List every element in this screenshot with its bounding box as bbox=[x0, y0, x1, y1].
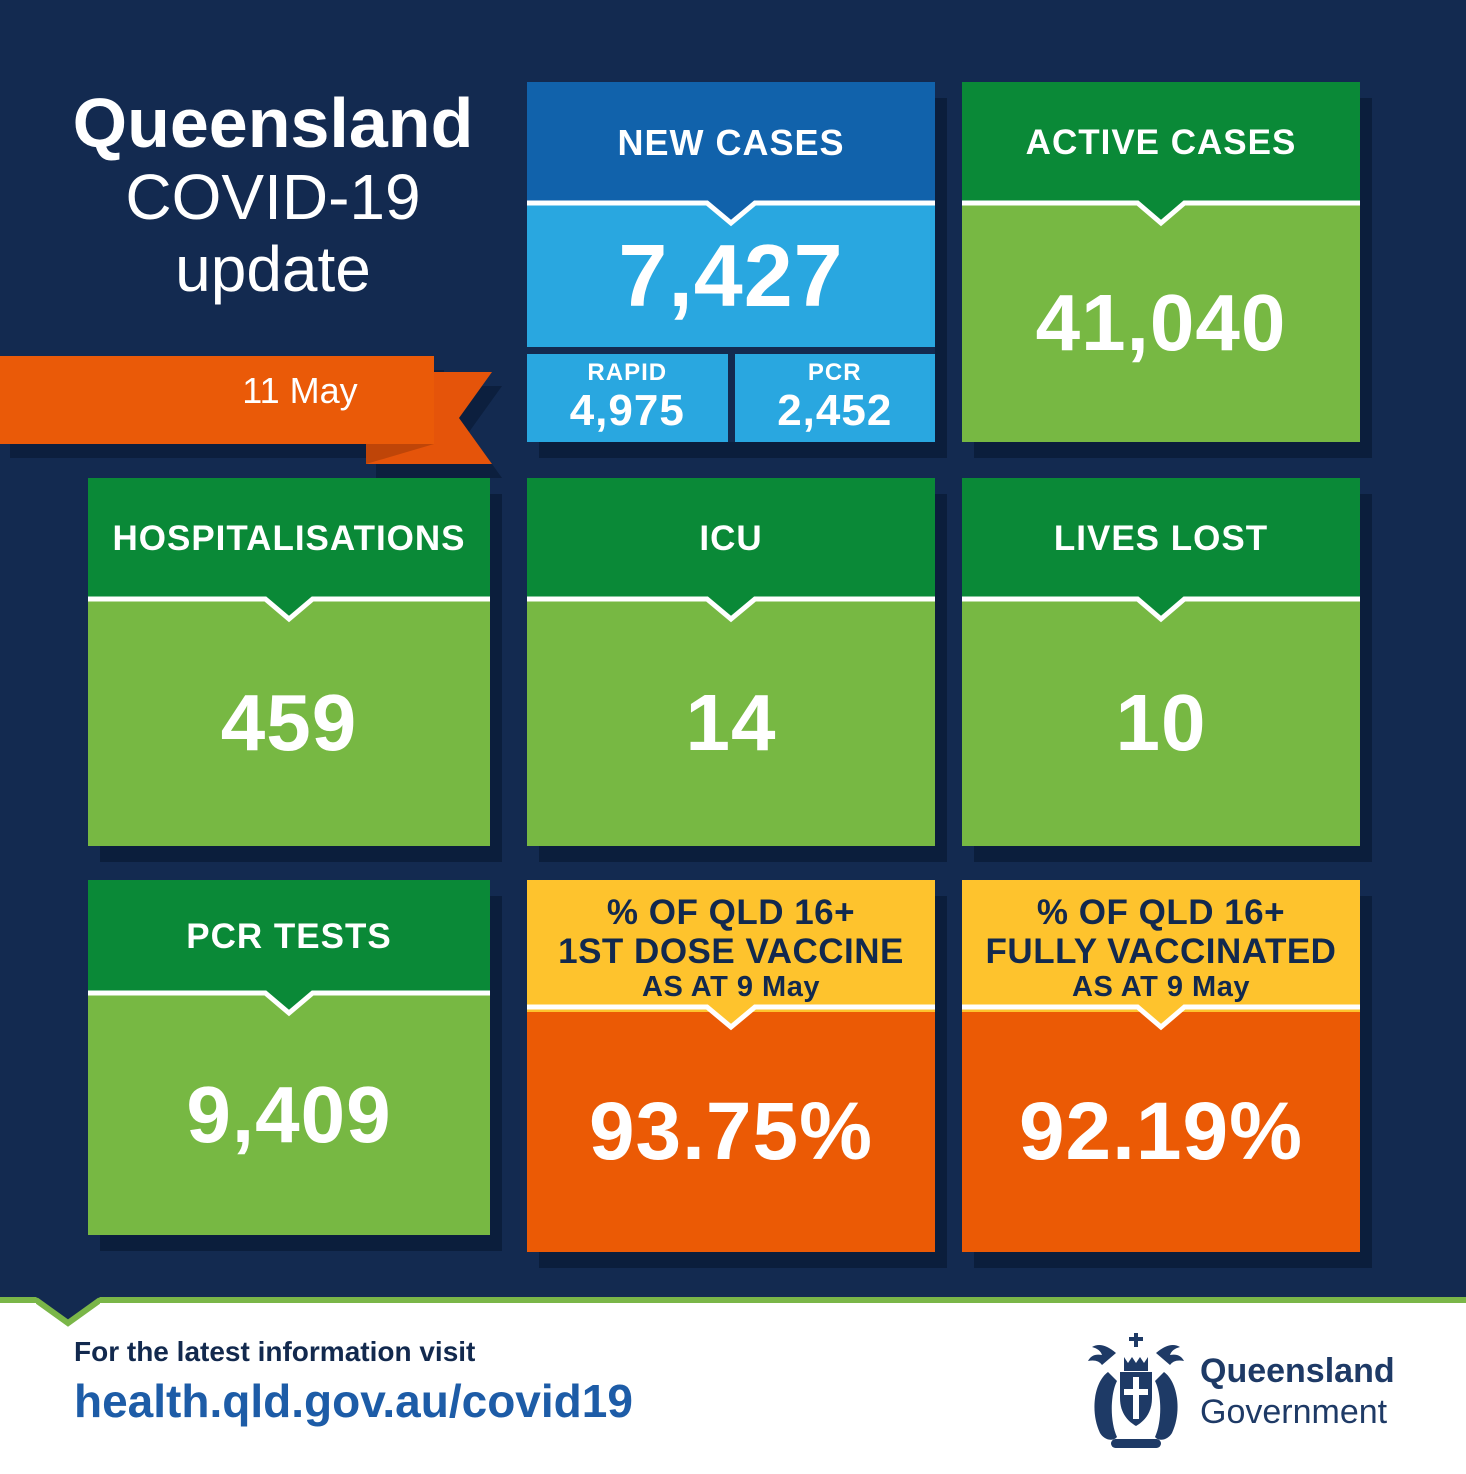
date-ribbon: 11 May bbox=[0, 348, 510, 488]
rapid-tests-box: RAPID 4,975 bbox=[527, 354, 728, 442]
new-cases-value: 7,427 bbox=[527, 204, 935, 347]
footer-notch-icon bbox=[36, 1297, 100, 1327]
fully-vaccinated-header-line1: % OF QLD 16+ bbox=[1036, 892, 1286, 932]
icu-header: ICU bbox=[527, 478, 935, 600]
card-first-dose-vaccine: % OF QLD 16+ 1ST DOSE VACCINE AS AT 9 Ma… bbox=[527, 880, 935, 1252]
page-title: Queensland COVID-19 update bbox=[38, 84, 508, 306]
divider bbox=[727, 354, 735, 442]
footer-url-link[interactable]: health.qld.gov.au/covid19 bbox=[74, 1375, 633, 1427]
fully-vaccinated-header-line3: AS AT 9 May bbox=[1072, 970, 1250, 1003]
fully-vaccinated-header: % OF QLD 16+ FULLY VACCINATED AS AT 9 Ma… bbox=[962, 880, 1360, 1012]
fully-vaccinated-value: 92.19% bbox=[962, 1012, 1360, 1252]
icu-value: 14 bbox=[527, 600, 935, 846]
card-fully-vaccinated: % OF QLD 16+ FULLY VACCINATED AS AT 9 Ma… bbox=[962, 880, 1360, 1252]
card-icu: ICU 14 bbox=[527, 478, 935, 846]
first-dose-header-line2: 1ST DOSE VACCINE bbox=[558, 931, 904, 971]
pcr-label: PCR bbox=[807, 358, 862, 386]
footer bbox=[0, 1303, 1466, 1474]
card-active-cases: ACTIVE CASES 41,040 bbox=[962, 82, 1360, 442]
first-dose-header: % OF QLD 16+ 1ST DOSE VACCINE AS AT 9 Ma… bbox=[527, 880, 935, 1012]
logo-queensland: Queensland bbox=[1200, 1352, 1395, 1391]
lives-lost-header: LIVES LOST bbox=[962, 478, 1360, 600]
pcr-cases-box: PCR 2,452 bbox=[734, 354, 935, 442]
card-hospitalisations: HOSPITALISATIONS 459 bbox=[88, 478, 490, 846]
new-cases-breakdown: RAPID 4,975 PCR 2,452 bbox=[527, 354, 935, 442]
footer-accent-line bbox=[0, 1297, 1466, 1303]
report-date: 11 May bbox=[242, 370, 358, 411]
rapid-value: 4,975 bbox=[569, 385, 685, 435]
lives-lost-value: 10 bbox=[962, 600, 1360, 846]
ribbon-banner-shape bbox=[0, 356, 502, 478]
active-cases-header: ACTIVE CASES bbox=[962, 82, 1360, 204]
first-dose-header-line1: % OF QLD 16+ bbox=[606, 892, 856, 932]
footer-info-text: For the latest information visit bbox=[74, 1336, 476, 1367]
title-line-queensland: Queensland bbox=[72, 84, 474, 162]
pcr-tests-header: PCR TESTS bbox=[88, 880, 490, 994]
first-dose-value: 93.75% bbox=[527, 1012, 935, 1252]
logo-text: Queensland Government bbox=[1200, 1351, 1395, 1433]
pcr-tests-value: 9,409 bbox=[88, 994, 490, 1235]
card-lives-lost: LIVES LOST 10 bbox=[962, 478, 1360, 846]
rapid-label: RAPID bbox=[587, 358, 668, 386]
pcr-value: 2,452 bbox=[777, 385, 893, 435]
queensland-government-logo: Queensland Government bbox=[1086, 1326, 1395, 1458]
first-dose-header-line3: AS AT 9 May bbox=[642, 970, 820, 1003]
new-cases-header: NEW CASES bbox=[527, 82, 935, 204]
divider bbox=[527, 347, 935, 354]
fully-vaccinated-header-line2: FULLY VACCINATED bbox=[985, 931, 1337, 971]
title-line-covid19: COVID-19 bbox=[125, 161, 421, 234]
hospitalisations-value: 459 bbox=[88, 600, 490, 846]
card-pcr-tests: PCR TESTS 9,409 bbox=[88, 880, 490, 1235]
queensland-government-crest-icon bbox=[1088, 1333, 1184, 1448]
title-line-update: update bbox=[175, 233, 371, 306]
logo-government: Government bbox=[1200, 1393, 1388, 1431]
hospitalisations-header: HOSPITALISATIONS bbox=[88, 478, 490, 600]
card-new-cases: NEW CASES 7,427 RAPID 4,975 PCR 2,452 bbox=[527, 82, 935, 442]
active-cases-value: 41,040 bbox=[962, 204, 1360, 442]
